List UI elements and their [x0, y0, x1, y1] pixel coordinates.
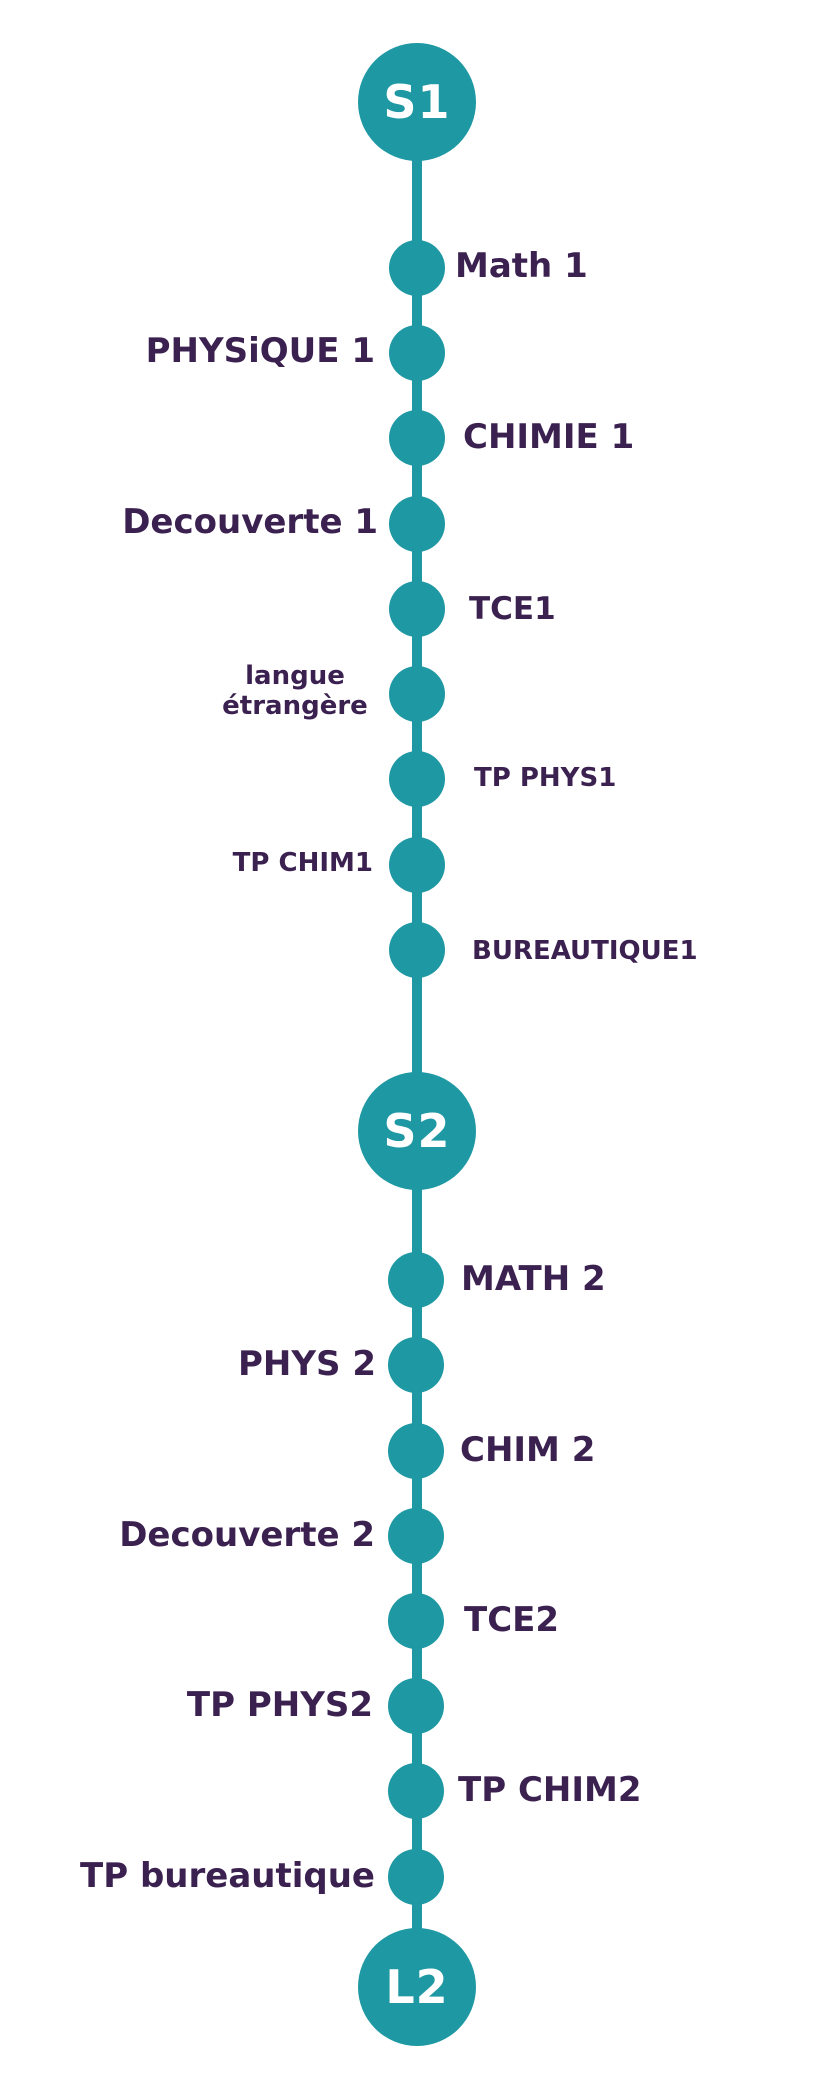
- course-label-tce1: TCE1: [469, 591, 556, 627]
- node-tpchim2: [388, 1763, 444, 1819]
- node-math1: [389, 240, 445, 296]
- course-label-decouverte1: Decouverte 1: [122, 502, 378, 542]
- node-tce1: [389, 581, 445, 637]
- node-tpbureautique: [388, 1849, 444, 1905]
- timeline-line: [412, 100, 422, 1990]
- course-label-tpphys2: TP PHYS2: [186, 1685, 373, 1725]
- milestone-s1: S1: [358, 43, 476, 161]
- course-label-tce2: TCE2: [464, 1600, 560, 1640]
- milestone-s2-label: S2: [383, 1104, 451, 1158]
- milestone-l2-label: L2: [385, 1960, 449, 2014]
- node-langue: [389, 666, 445, 722]
- course-label-tpchim1: TP CHIM1: [232, 848, 373, 878]
- node-chim2: [388, 1423, 444, 1479]
- milestone-s2: S2: [358, 1072, 476, 1190]
- course-label-decouverte2: Decouverte 2: [119, 1515, 375, 1555]
- node-bureautique1: [389, 922, 445, 978]
- node-tpphys2: [388, 1678, 444, 1734]
- node-tpphys1: [389, 751, 445, 807]
- milestone-l2: L2: [358, 1928, 476, 2046]
- course-label-bureautique1: BUREAUTIQUE1: [472, 936, 698, 966]
- course-label-tpbureautique: TP bureautique: [80, 1856, 375, 1896]
- node-tce2: [388, 1593, 444, 1649]
- node-phys2: [388, 1337, 444, 1393]
- course-label-math2: MATH 2: [461, 1259, 606, 1299]
- node-tpchim1: [389, 837, 445, 893]
- course-label-tpchim2: TP CHIM2: [458, 1770, 642, 1810]
- course-label-langue: langue étrangère: [222, 661, 368, 721]
- course-label-chimie1: CHIMIE 1: [463, 417, 635, 457]
- course-label-math1: Math 1: [455, 246, 588, 286]
- node-decouverte1: [389, 496, 445, 552]
- course-label-tpphys1: TP PHYS1: [474, 763, 617, 793]
- course-label-physique1: PHYSiQUE 1: [145, 331, 375, 371]
- milestone-s1-label: S1: [383, 75, 451, 129]
- node-math2: [388, 1252, 444, 1308]
- node-physique1: [389, 325, 445, 381]
- node-decouverte2: [388, 1508, 444, 1564]
- node-chimie1: [389, 410, 445, 466]
- course-label-phys2: PHYS 2: [238, 1344, 376, 1384]
- course-label-chim2: CHIM 2: [460, 1430, 596, 1470]
